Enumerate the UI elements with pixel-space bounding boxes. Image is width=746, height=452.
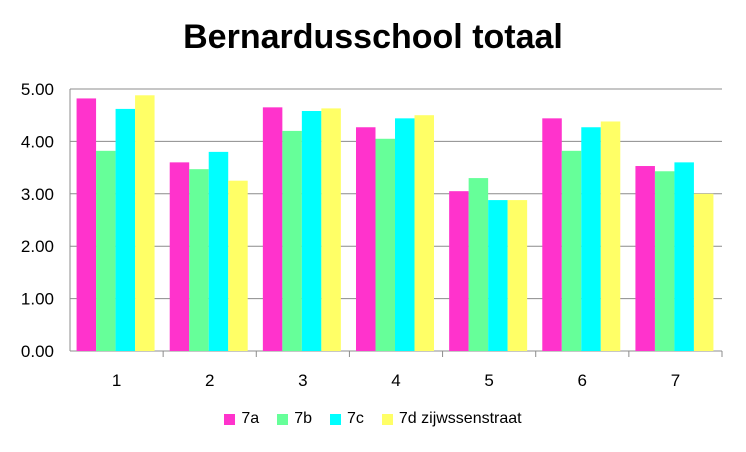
bar-7d-1 (135, 95, 155, 352)
bar-7c-7 (674, 162, 694, 351)
y-tick-label: 3.00 (21, 185, 54, 204)
legend-item: 7b (277, 410, 312, 428)
legend-label: 7a (241, 410, 260, 427)
x-tick-label: 4 (391, 371, 400, 390)
bar-7b-3 (282, 130, 302, 351)
x-tick-label: 2 (205, 371, 214, 390)
x-tick-label: 3 (298, 371, 307, 390)
bar-7a-4 (356, 127, 376, 351)
bar-7a-1 (76, 98, 97, 351)
bar-7d-3 (321, 108, 341, 351)
chart-title: Bernardusschool totaal (183, 18, 563, 56)
bar-7c-1 (115, 108, 136, 351)
y-tick-label: 5.00 (21, 80, 54, 99)
legend-swatch (277, 413, 289, 425)
legend-label: 7d zijwssenstraat (398, 410, 522, 427)
bar-7d-5 (507, 200, 528, 351)
legend-item: 7d zijwssenstraat (381, 410, 522, 428)
bar-7d-7 (693, 193, 714, 351)
bar-7b-5 (468, 178, 489, 351)
bar-7d-6 (600, 121, 621, 351)
x-tick-label: 7 (671, 371, 680, 390)
x-tick-label: 6 (578, 371, 587, 390)
bar-7c-6 (581, 127, 601, 351)
bar-7b-4 (375, 138, 395, 351)
bar-7d-2 (228, 180, 248, 351)
x-tick-label: 1 (112, 371, 121, 390)
bar-7d-4 (414, 115, 434, 351)
x-tick-label: 5 (484, 371, 493, 390)
bar-7a-2 (169, 162, 190, 351)
bar-7b-7 (654, 171, 675, 351)
bar-7a-3 (262, 107, 283, 351)
y-tick-label: 2.00 (21, 237, 54, 256)
legend-label: 7c (346, 410, 364, 427)
bar-7b-2 (189, 169, 209, 351)
y-tick-label: 0.00 (21, 342, 54, 361)
legend-item: 7a (224, 410, 259, 428)
bar-7c-5 (488, 200, 508, 351)
legend-swatch (381, 413, 393, 425)
bar-7c-4 (395, 118, 415, 352)
bar-7a-7 (635, 166, 655, 351)
bar-7a-6 (542, 118, 562, 352)
bar-7b-6 (561, 150, 582, 351)
legend-swatch (224, 413, 236, 425)
bar-7c-2 (208, 151, 229, 351)
bar-7a-5 (449, 191, 469, 351)
legend-label: 7b (294, 410, 312, 427)
bar-7c-3 (301, 111, 322, 352)
y-tick-label: 4.00 (21, 132, 54, 151)
legend-item: 7c (329, 410, 364, 428)
chart-legend: 7a 7b 7c 7d zijwssenstraat (0, 410, 746, 428)
bar-7b-1 (96, 150, 116, 351)
legend-swatch (329, 413, 341, 425)
y-tick-label: 1.00 (21, 290, 54, 309)
